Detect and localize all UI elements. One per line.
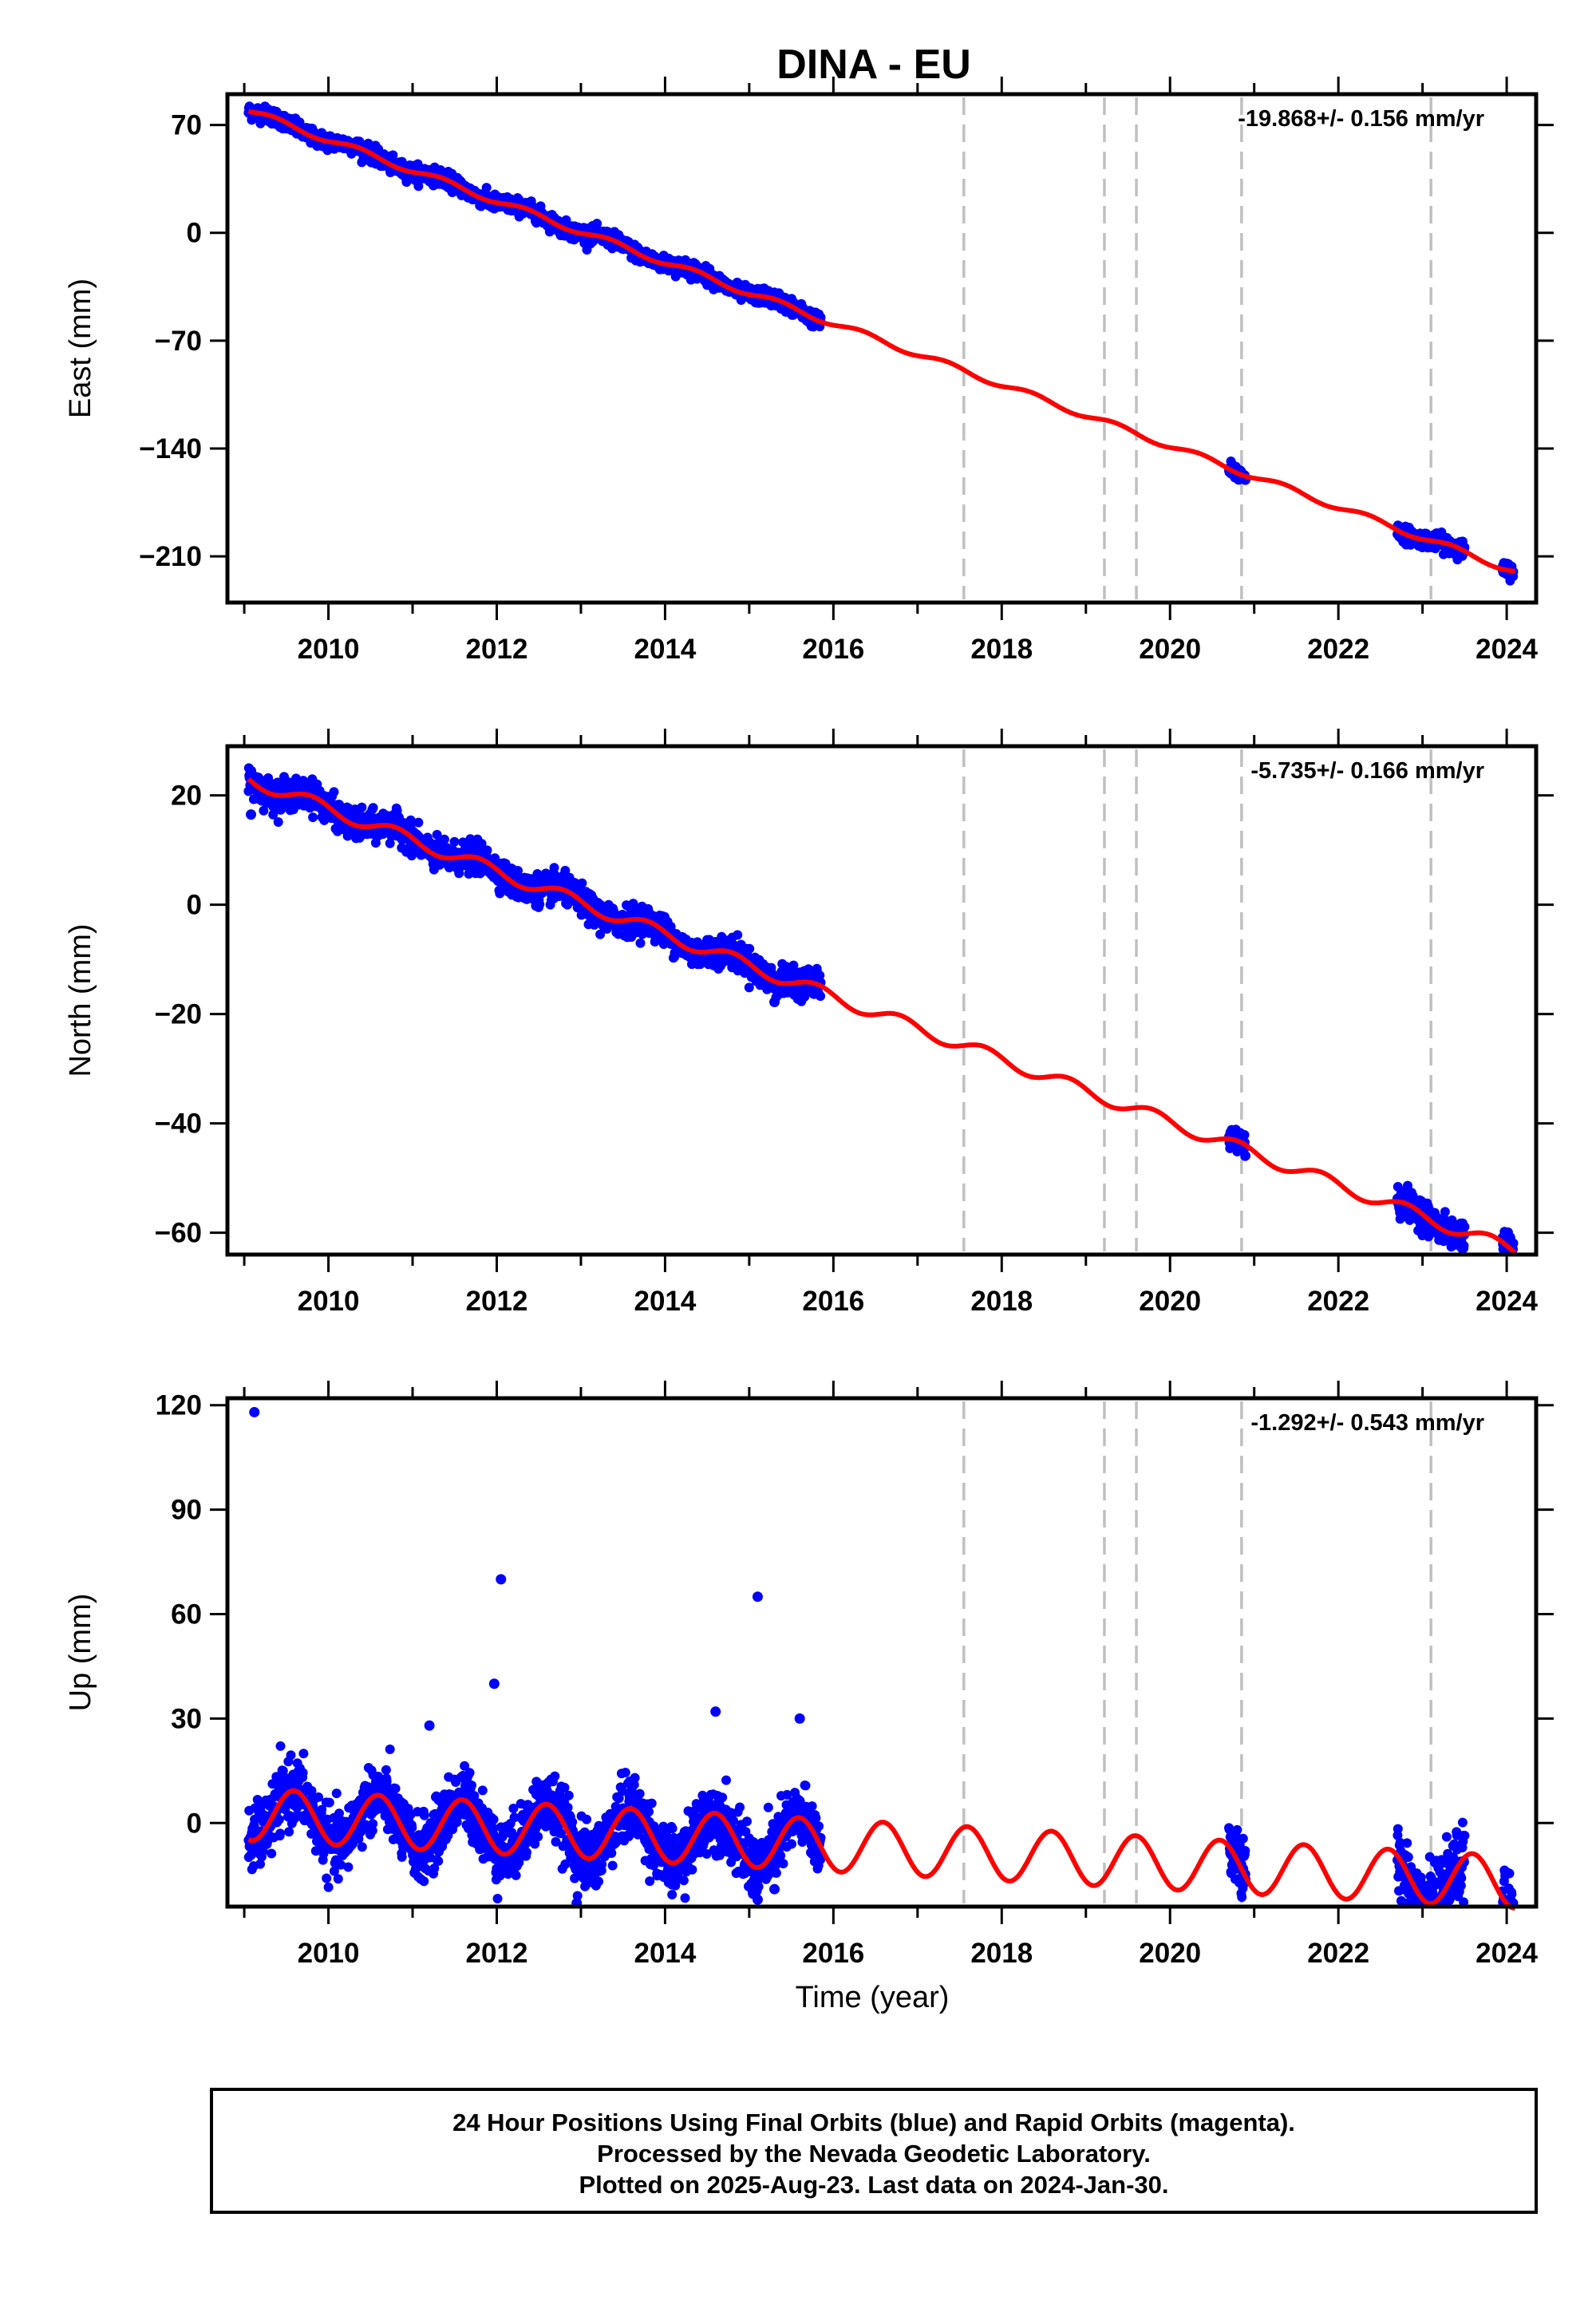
data-point bbox=[381, 1765, 391, 1775]
y-tick-label: −70 bbox=[155, 326, 202, 357]
data-point bbox=[330, 787, 339, 796]
data-point bbox=[324, 1883, 334, 1892]
y-tick-label: 70 bbox=[171, 110, 202, 141]
outlier-point bbox=[246, 809, 256, 820]
figure-title: DINA - EU bbox=[776, 41, 971, 88]
data-point bbox=[413, 818, 423, 828]
data-point bbox=[385, 1745, 395, 1754]
data-point bbox=[314, 1792, 323, 1802]
x-tick-label: 2022 bbox=[1307, 1286, 1369, 1317]
x-tick-label: 2012 bbox=[466, 1286, 528, 1317]
y-tick-label: 20 bbox=[171, 781, 202, 812]
data-point bbox=[397, 1852, 407, 1862]
y-tick-label: −210 bbox=[139, 541, 202, 572]
data-point bbox=[308, 812, 318, 822]
data-point bbox=[358, 1842, 367, 1852]
data-point bbox=[407, 1823, 417, 1832]
y-tick-label: 0 bbox=[187, 890, 202, 921]
data-point bbox=[391, 1784, 401, 1793]
data-point bbox=[465, 1768, 475, 1777]
x-tick-label: 2022 bbox=[1307, 634, 1369, 665]
y-tick-label: −20 bbox=[155, 999, 202, 1030]
data-point bbox=[733, 931, 742, 940]
y-tick-label: −40 bbox=[155, 1109, 202, 1140]
data-point bbox=[1440, 1207, 1450, 1216]
data-point bbox=[745, 944, 754, 954]
data-point bbox=[343, 1863, 353, 1872]
x-tick-label: 2014 bbox=[634, 1286, 696, 1317]
data-point bbox=[420, 1811, 429, 1820]
data-point bbox=[440, 835, 449, 844]
x-tick-label: 2024 bbox=[1476, 1286, 1538, 1317]
data-point bbox=[535, 899, 544, 909]
x-tick-label: 2010 bbox=[298, 634, 360, 665]
plot-frame bbox=[227, 746, 1536, 1255]
data-points bbox=[243, 763, 1518, 1254]
data-point bbox=[274, 817, 283, 827]
y-tick-label: −60 bbox=[155, 1218, 202, 1249]
data-point bbox=[1460, 1222, 1469, 1231]
velocity-label: -19.868+/- 0.156 mm/yr bbox=[1238, 106, 1484, 132]
x-tick-label: 2014 bbox=[634, 634, 696, 665]
data-point bbox=[322, 1874, 331, 1883]
data-point bbox=[334, 1874, 343, 1883]
x-tick-label: 2016 bbox=[802, 634, 864, 665]
data-point bbox=[433, 1856, 443, 1866]
x-tick-label: 2020 bbox=[1139, 1286, 1201, 1317]
data-point bbox=[467, 1781, 476, 1790]
data-point bbox=[276, 1741, 286, 1751]
y-tick-label: 0 bbox=[187, 218, 202, 249]
outlier-point bbox=[769, 997, 780, 1007]
x-tick-label: 2010 bbox=[298, 1286, 360, 1317]
data-point bbox=[286, 1750, 296, 1760]
y-axis-label: East (mm) bbox=[64, 279, 97, 418]
data-point bbox=[267, 1849, 276, 1859]
data-point bbox=[325, 1798, 334, 1808]
panel-east: 2010 2012 2014 2016 2018 2020 2022 2024 70 0 −70 −1… bbox=[64, 77, 1554, 665]
data-point bbox=[1460, 1241, 1469, 1251]
x-tick-label: 2024 bbox=[1476, 634, 1538, 665]
data-point bbox=[284, 1827, 294, 1836]
data-point bbox=[450, 837, 460, 847]
y-tick-label: −140 bbox=[139, 433, 202, 464]
x-tick-label: 2016 bbox=[802, 1286, 864, 1317]
data-point bbox=[478, 1785, 488, 1795]
data-point bbox=[298, 1749, 308, 1758]
y-axis-label: North (mm) bbox=[64, 923, 97, 1077]
data-point bbox=[419, 1876, 429, 1886]
data-point bbox=[636, 939, 646, 948]
data-point bbox=[332, 1788, 342, 1798]
x-tick-label: 2018 bbox=[970, 1286, 1033, 1317]
x-tick-label: 2020 bbox=[1139, 634, 1201, 665]
data-point bbox=[368, 1819, 377, 1828]
data-point bbox=[275, 1828, 285, 1838]
data-point bbox=[298, 1768, 308, 1777]
x-tick-label: 2018 bbox=[970, 634, 1033, 665]
data-point bbox=[357, 803, 366, 812]
data-point bbox=[482, 183, 492, 192]
data-point bbox=[275, 1815, 284, 1824]
x-tick-label: 2012 bbox=[466, 634, 528, 665]
data-point bbox=[816, 991, 825, 1001]
panel-north: 2010 2012 2014 2016 2018 2020 2022 2024 20 0 −20 −4… bbox=[64, 729, 1554, 1317]
velocity-label: -5.735+/- 0.166 mm/yr bbox=[1250, 758, 1484, 784]
data-point bbox=[369, 803, 378, 812]
data-point bbox=[1241, 1151, 1250, 1160]
data-point bbox=[388, 150, 397, 160]
data-point bbox=[577, 879, 587, 888]
